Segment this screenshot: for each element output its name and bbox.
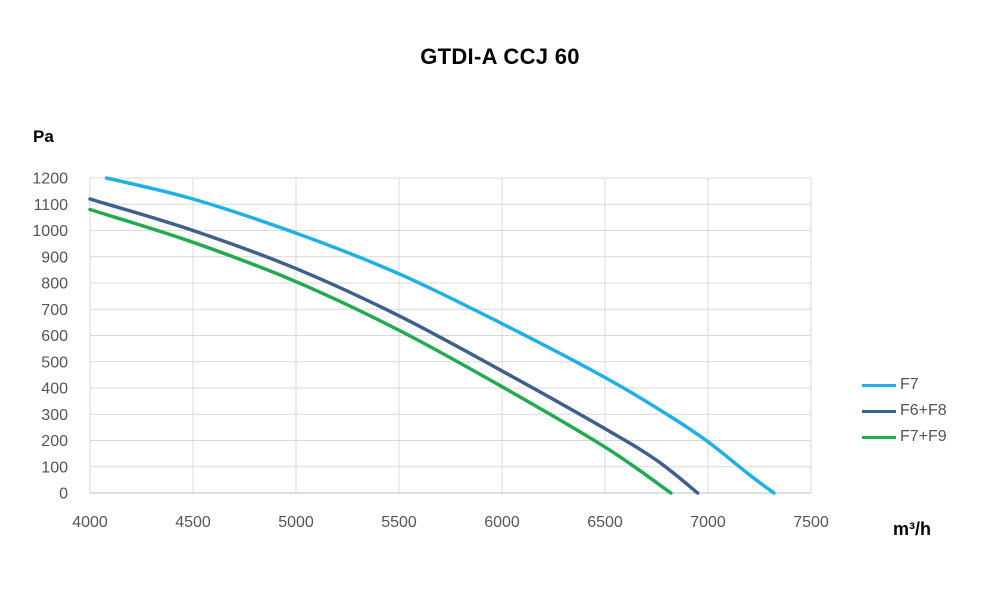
x-tick-label: 6000 xyxy=(484,514,520,531)
y-tick-label: 400 xyxy=(41,381,68,398)
y-tick-label: 1200 xyxy=(32,171,68,188)
series-line-f6-f8 xyxy=(88,197,700,495)
y-tick-label: 800 xyxy=(41,276,68,293)
y-tick-label: 100 xyxy=(41,459,68,476)
legend-label: F6+F8 xyxy=(900,402,947,419)
y-tick-label: 1000 xyxy=(32,223,68,240)
series-line-f7 xyxy=(104,176,776,495)
series-line-f7-f9 xyxy=(88,207,673,495)
y-tick-label: 900 xyxy=(41,249,68,266)
chart-legend: F7 F6+F8 F7+F9 xyxy=(862,372,992,450)
x-tick-label: 7500 xyxy=(793,514,829,531)
y-tick-label: 200 xyxy=(41,433,68,450)
x-tick-label: 6500 xyxy=(587,514,623,531)
x-axis-label: m³/h xyxy=(893,519,931,539)
legend-item: F7 xyxy=(862,372,992,398)
legend-item: F6+F8 xyxy=(862,398,992,424)
legend-label: F7 xyxy=(900,376,919,393)
x-tick-label: 4000 xyxy=(72,514,108,531)
legend-swatch xyxy=(862,409,896,413)
y-tick-label: 300 xyxy=(41,407,68,424)
y-axis-label: Pa xyxy=(33,127,54,146)
chart-title: GTDI-A CCJ 60 xyxy=(420,44,580,69)
legend-swatch xyxy=(862,435,896,439)
y-tick-label: 600 xyxy=(41,328,68,345)
x-tick-label: 5000 xyxy=(278,514,314,531)
y-tick-label: 0 xyxy=(59,486,68,503)
y-tick-label: 700 xyxy=(41,302,68,319)
x-tick-label: 7000 xyxy=(690,514,726,531)
y-tick-label: 1100 xyxy=(34,197,69,214)
legend-label: F7+F9 xyxy=(900,428,947,445)
x-tick-label: 5500 xyxy=(381,514,417,531)
x-tick-label: 4500 xyxy=(175,514,211,531)
y-tick-label: 500 xyxy=(41,354,68,371)
legend-item: F7+F9 xyxy=(862,424,992,450)
legend-swatch xyxy=(862,383,896,387)
